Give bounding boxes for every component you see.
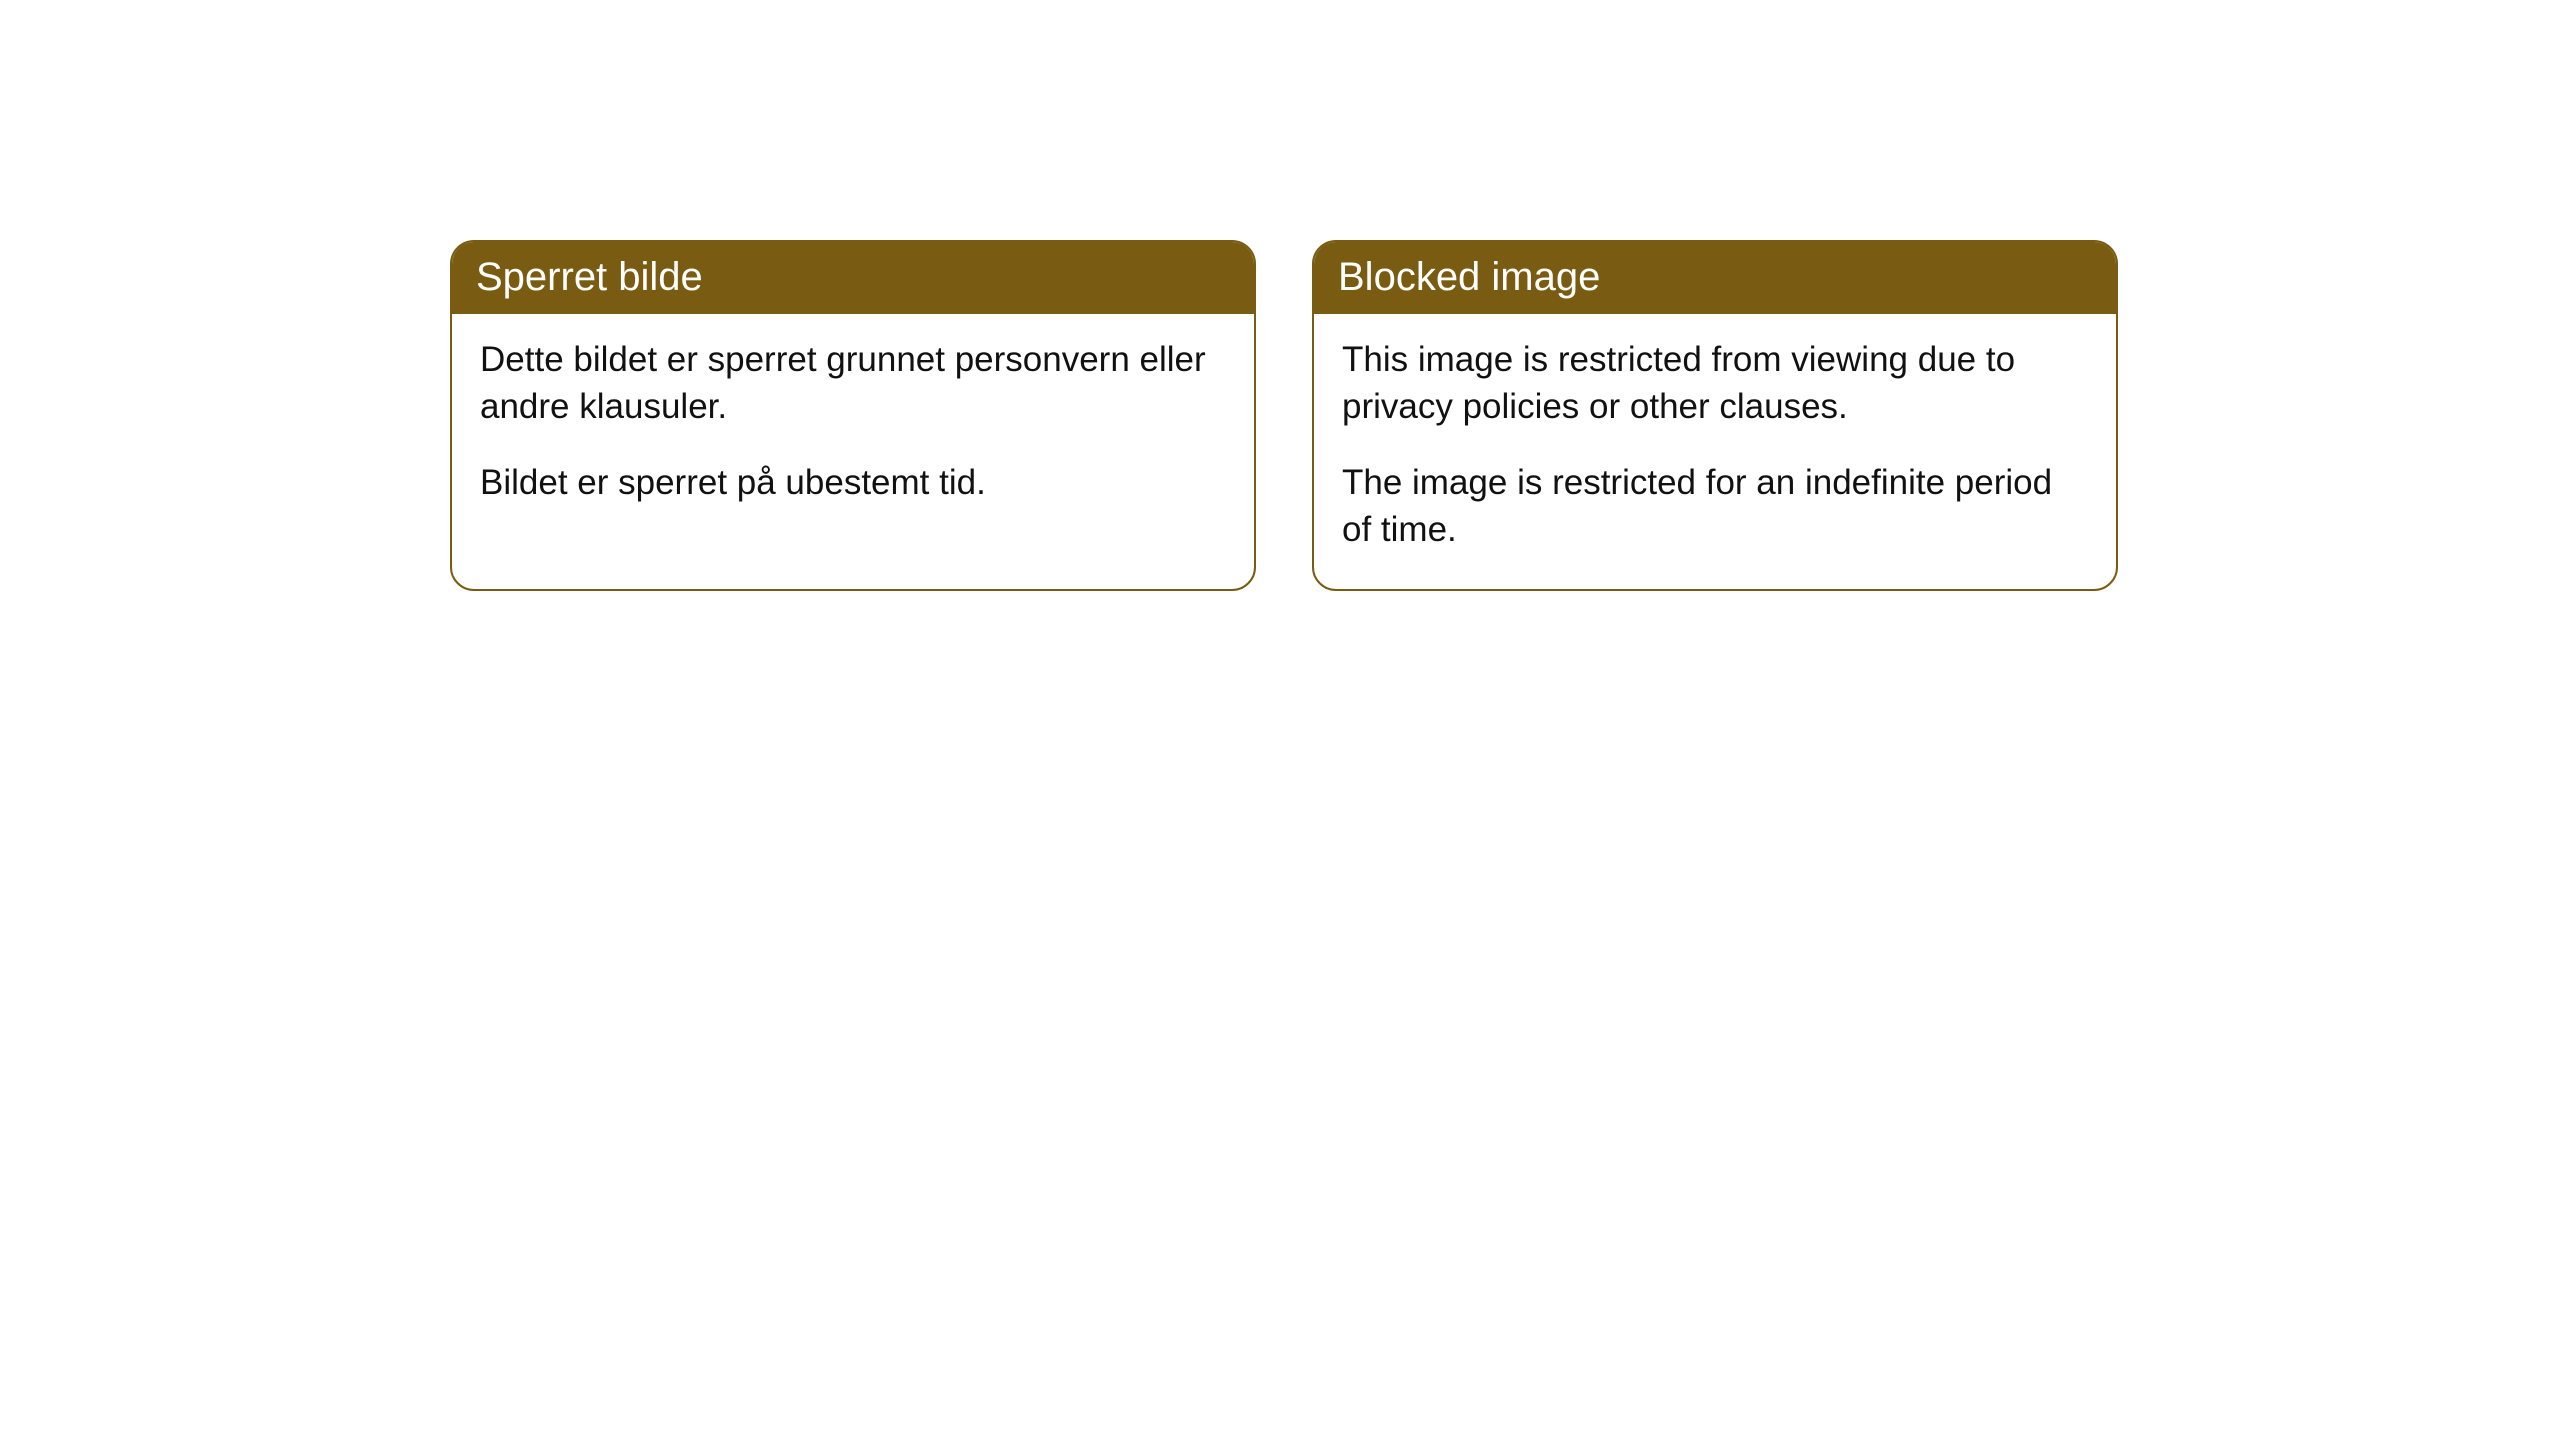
notice-cards-container: Sperret bilde Dette bildet er sperret gr… xyxy=(450,240,2118,591)
card-paragraph: Dette bildet er sperret grunnet personve… xyxy=(480,336,1226,431)
card-paragraph: Bildet er sperret på ubestemt tid. xyxy=(480,459,1226,506)
card-body: This image is restricted from viewing du… xyxy=(1314,314,2116,589)
card-title: Sperret bilde xyxy=(452,242,1254,314)
card-paragraph: This image is restricted from viewing du… xyxy=(1342,336,2088,431)
card-body: Dette bildet er sperret grunnet personve… xyxy=(452,314,1254,542)
card-title: Blocked image xyxy=(1314,242,2116,314)
blocked-image-card-no: Sperret bilde Dette bildet er sperret gr… xyxy=(450,240,1256,591)
card-paragraph: The image is restricted for an indefinit… xyxy=(1342,459,2088,554)
blocked-image-card-en: Blocked image This image is restricted f… xyxy=(1312,240,2118,591)
